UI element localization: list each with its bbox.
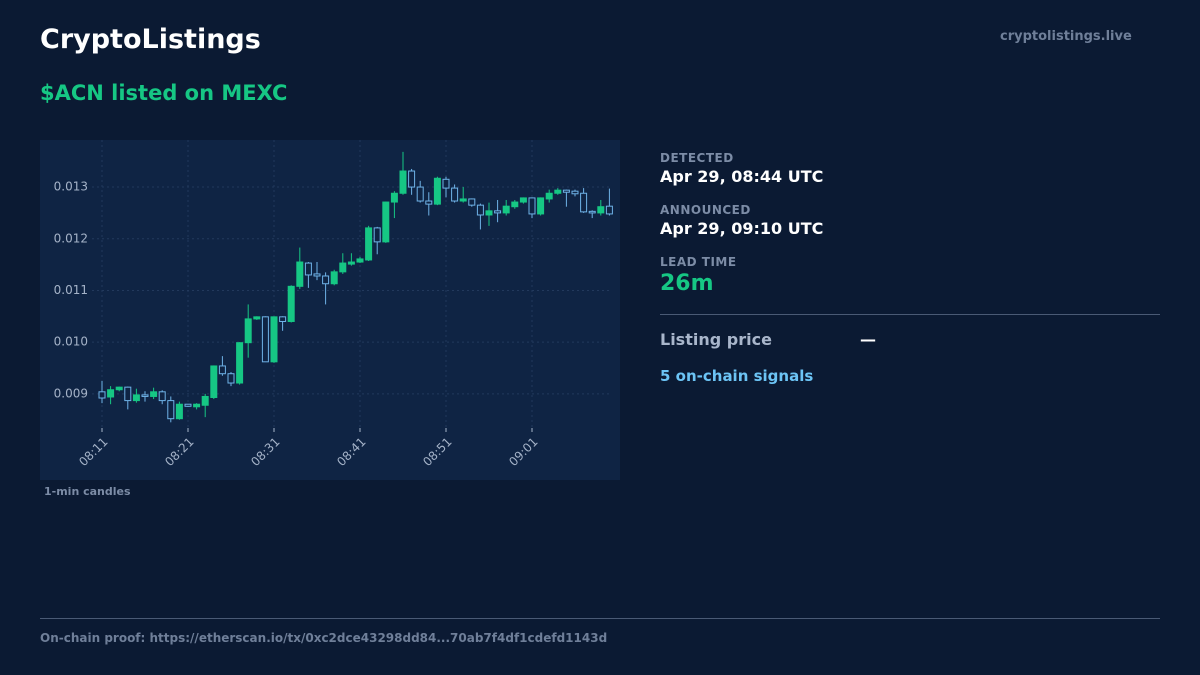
candle-body xyxy=(356,258,364,263)
candle-body xyxy=(433,177,441,205)
candle-body xyxy=(167,400,175,420)
value: Apr 29, 08:44 UTC xyxy=(660,167,824,186)
chart-caption: 1-min candles xyxy=(44,485,131,498)
candle-body xyxy=(236,342,244,384)
price-label: Listing price xyxy=(660,330,772,349)
divider xyxy=(660,314,1160,315)
candle-body xyxy=(511,201,519,208)
candle-body xyxy=(494,210,502,214)
candle-body xyxy=(528,197,536,215)
candle-body xyxy=(253,316,261,320)
candle-body xyxy=(554,189,562,194)
candle-body xyxy=(98,391,106,399)
candle-body xyxy=(562,189,570,193)
candle-body xyxy=(158,391,166,402)
candle-body xyxy=(416,186,424,202)
candle-body xyxy=(545,192,553,200)
candle-body xyxy=(107,389,115,398)
candle-body xyxy=(184,403,192,407)
footer: On-chain proof: https://etherscan.io/tx/… xyxy=(40,631,608,645)
candle-body xyxy=(124,386,132,402)
lead-time: 26m xyxy=(660,271,714,296)
value: Apr 29, 09:10 UTC xyxy=(660,219,824,238)
candle-body xyxy=(339,262,347,273)
candle-body xyxy=(519,197,527,203)
candle-body xyxy=(365,227,373,261)
candle-body xyxy=(468,198,476,206)
candle-body xyxy=(502,205,510,214)
site: cryptolistings.live xyxy=(1000,29,1132,44)
candle-body xyxy=(605,205,613,215)
candle-body xyxy=(537,197,545,215)
candle-body xyxy=(132,394,140,402)
candle-body xyxy=(322,275,330,285)
label: ANNOUNCED xyxy=(660,203,751,217)
candle-body xyxy=(408,170,416,188)
candle-body xyxy=(459,198,467,202)
candle-body xyxy=(279,316,287,322)
title: CryptoListings xyxy=(40,24,261,55)
candle-body xyxy=(425,200,433,205)
candle-body xyxy=(451,187,459,202)
y-tick-label: 0.009 xyxy=(54,386,88,400)
candle-body xyxy=(304,262,312,276)
candle-body xyxy=(313,273,321,277)
y-tick-label: 0.010 xyxy=(54,335,88,349)
candle-body xyxy=(210,365,218,398)
signals: 5 on-chain signals xyxy=(660,367,814,385)
candle-body xyxy=(330,271,338,285)
candle-body xyxy=(150,391,158,397)
label: LEAD TIME xyxy=(660,255,737,269)
headline: $ACN listed on MEXC xyxy=(40,81,288,105)
candle-body xyxy=(244,318,252,344)
candle-body xyxy=(571,190,579,195)
y-tick-label: 0.011 xyxy=(54,283,88,297)
candle-body xyxy=(390,192,398,203)
label: DETECTED xyxy=(660,151,734,165)
chart-panel xyxy=(40,140,620,480)
divider xyxy=(40,618,1160,619)
price: — xyxy=(860,330,876,349)
candle-body xyxy=(399,170,407,194)
candle-body xyxy=(141,394,149,397)
y-tick-label: 0.012 xyxy=(54,231,88,245)
candle-body xyxy=(580,192,588,213)
y-tick-label: 0.013 xyxy=(54,180,88,194)
candle-body xyxy=(193,403,201,408)
candle-body xyxy=(175,403,183,420)
candle-body xyxy=(201,395,209,406)
candle-body xyxy=(227,373,235,384)
candle-body xyxy=(373,227,381,243)
candle-body xyxy=(442,178,450,189)
candle-body xyxy=(382,201,390,243)
candle-body xyxy=(287,285,295,322)
candle-body xyxy=(588,210,596,214)
candle-body xyxy=(597,206,605,214)
candle-body xyxy=(115,386,123,391)
candle-body xyxy=(261,316,269,363)
candle-body xyxy=(485,210,493,216)
candle-body xyxy=(476,204,484,216)
candle-body xyxy=(270,316,278,363)
candle-body xyxy=(347,261,355,265)
candle-body xyxy=(296,261,304,287)
candle-body xyxy=(218,365,226,375)
